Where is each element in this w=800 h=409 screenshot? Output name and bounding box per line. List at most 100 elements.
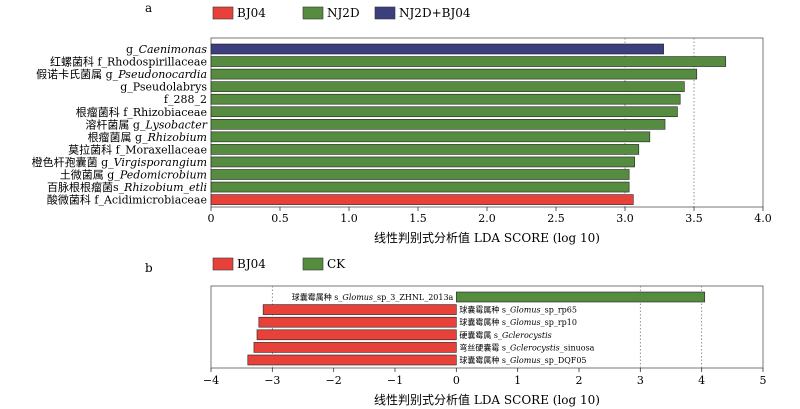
bar-label-a-2: 假诺卡氏菌属 g_Pseudonocardia: [36, 67, 207, 81]
bar-label-b-4-run: Gclerocystis: [510, 343, 560, 352]
bar-label-a-4-run: f_288_2: [164, 93, 207, 106]
x-tick-label-a: 0: [208, 212, 215, 225]
bar-a-8: [210, 144, 640, 155]
bar-a-6: [210, 119, 666, 130]
x-tick-label-a: 3.0: [616, 212, 634, 225]
bar-b-5: [247, 354, 457, 366]
bar-label-b-1-run: 球囊霉属种 s_: [459, 305, 510, 315]
bar-label-a-6-run: Lysobacter: [144, 118, 207, 131]
bar-label-a-10: 土微菌属 g_Pedomicrobium: [60, 168, 207, 182]
x-tick-label-a: 2.0: [478, 212, 496, 225]
bar-label-a-2-run: 假诺卡氏菌属 g_: [36, 67, 119, 81]
bar-label-b-1-run: Glomus: [510, 306, 541, 315]
bar-label-a-10-run: 土微菌属 g_: [60, 168, 121, 182]
x-tick-label-a: 1.0: [340, 212, 358, 225]
bar-label-a-3-run: g_Pseudolabrys: [120, 81, 207, 94]
x-tick-label-a: 4.0: [754, 212, 772, 225]
bar-a-1: [210, 56, 727, 67]
bar-label-a-1: 红螺菌科 f_Rhodospirillaceae: [50, 55, 207, 69]
bar-label-a-11-run: Rhizobium_etli: [123, 181, 207, 194]
bar-label-b-5: 球囊霉属种 s_Glomus_sp_DQF05: [459, 355, 586, 365]
bar-a-0: [210, 43, 664, 55]
legend-label-BJ04: BJ04: [237, 6, 266, 20]
bar-a-5: [210, 106, 678, 118]
bar-label-a-10-run: Pedomicrobium: [119, 169, 207, 182]
bar-label-a-3: g_Pseudolabrys: [120, 81, 207, 94]
bar-label-b-1-run: _sp_rp65: [541, 306, 577, 315]
bar-label-a-2-run: Pseudonocardia: [117, 68, 207, 81]
x-tick-label-b: −1: [387, 374, 403, 387]
bar-label-b-0-run: Glomus: [342, 293, 373, 302]
bar-label-a-11: 百脉根根瘤菌s_Rhizobium_etli: [47, 180, 207, 194]
bar-label-b-2-run: 球囊霉属种 s_: [459, 317, 510, 327]
bar-label-a-12-run: 酸微菌科 f_Acidimicrobiaceae: [47, 193, 207, 207]
bar-label-b-5-run: Glomus: [510, 356, 541, 365]
bar-label-a-0-run: Caenimonas: [139, 43, 208, 56]
bar-label-a-0-run: g_: [126, 43, 139, 56]
x-tick-label-a: 2.5: [547, 212, 565, 225]
bar-label-b-3: 硬囊霉属 s_Gclerocystis: [459, 330, 551, 340]
bar-label-a-8: 莫拉菌科 f_Moraxellaceae: [68, 142, 207, 156]
bar-a-3: [210, 81, 685, 92]
bar-a-11: [210, 181, 630, 193]
bar-label-a-6: 溶杆菌属 g_Lysobacter: [85, 117, 207, 131]
legend-swatch-NJ2D+BJ04: [374, 6, 396, 20]
bar-a-7: [210, 131, 651, 143]
x-tick-label-b: −4: [203, 374, 219, 387]
x-tick-label-a: 0.5: [271, 212, 289, 225]
bar-a-4: [210, 93, 681, 105]
bar-a-2: [210, 68, 698, 80]
bar-label-a-9-run: 橙色杆孢囊菌 g_: [32, 155, 115, 169]
x-tick-label-b: 2: [576, 374, 583, 387]
bar-label-a-7-run: Rhizobium: [147, 131, 207, 144]
x-tick-label-b: 5: [760, 374, 767, 387]
bar-a-12: [210, 194, 634, 205]
x-tick-label-a: 1.5: [409, 212, 427, 225]
bar-label-a-8-run: 莫拉菌科 f_Moraxellaceae: [68, 142, 207, 156]
bar-label-b-3-run: Gclerocystis: [502, 331, 552, 340]
bar-label-b-5-run: _sp_DQF05: [541, 356, 587, 365]
legend-swatch-BJ04: [212, 257, 234, 271]
x-axis-label-b: 线性判别式分析值 LDA SCORE (log 10): [374, 392, 600, 407]
bar-label-a-0: g_Caenimonas: [126, 43, 207, 56]
bar-label-b-0-run: 球囊霉属种 s_: [292, 292, 343, 302]
bar-b-1: [262, 304, 457, 315]
bar-label-b-3-run: 硬囊霉属 s_: [459, 330, 502, 340]
bar-label-b-0: 球囊霉属种 s_Glomus_sp_3_ZHNL_2013a: [292, 292, 454, 302]
bar-label-a-4: f_288_2: [164, 93, 207, 106]
bar-b-3: [256, 329, 457, 341]
bar-label-a-1-run: 红螺菌科 f_Rhodospirillaceae: [50, 55, 207, 69]
bar-label-a-12: 酸微菌科 f_Acidimicrobiaceae: [47, 193, 207, 207]
bar-label-a-11-run: 百脉根根瘤菌s_: [47, 180, 125, 194]
x-tick-label-a: 3.5: [685, 212, 703, 225]
bar-label-a-5: 根瘤菌科 f_Rhizobiaceae: [76, 105, 207, 119]
bar-label-b-4: 弯丝硬囊霉 s_Gclerocystis_sinuosa: [459, 342, 594, 352]
bar-label-a-6-run: 溶杆菌属 g_: [85, 117, 146, 131]
x-tick-label-b: −3: [264, 374, 280, 387]
x-axis-label-a: 线性判别式分析值 LDA SCORE (log 10): [374, 230, 600, 245]
bar-label-b-2: 球囊霉属种 s_Glomus_sp_rp10: [459, 317, 577, 327]
x-tick-label-b: 4: [698, 374, 705, 387]
bar-label-b-4-run: _sinuosa: [560, 343, 595, 352]
bar-a-9: [210, 156, 635, 168]
panel-b-letter: b: [145, 261, 153, 275]
bar-label-a-7-run: 根瘤菌属 g_: [88, 130, 149, 144]
plot-frame-b: [210, 285, 764, 369]
x-tick-label-b: 1: [514, 374, 521, 387]
x-tick-label-b: −2: [326, 374, 342, 387]
bar-label-a-9-run: Virgisporangium: [114, 156, 207, 169]
x-tick-label-b: 0: [453, 374, 460, 387]
bar-a-10: [210, 169, 630, 180]
bar-label-b-4-run: 弯丝硬囊霉 s_: [459, 342, 510, 352]
panel-a-letter: a: [145, 1, 152, 15]
bar-b-2: [258, 316, 457, 328]
bar-b-4: [253, 342, 457, 353]
bar-label-b-1: 球囊霉属种 s_Glomus_sp_rp65: [459, 305, 577, 315]
legend-label-CK: CK: [327, 257, 346, 271]
bar-label-a-9: 橙色杆孢囊菌 g_Virgisporangium: [32, 155, 207, 169]
legend-label-NJ2D+BJ04: NJ2D+BJ04: [399, 6, 471, 20]
x-tick-label-b: 3: [637, 374, 644, 387]
